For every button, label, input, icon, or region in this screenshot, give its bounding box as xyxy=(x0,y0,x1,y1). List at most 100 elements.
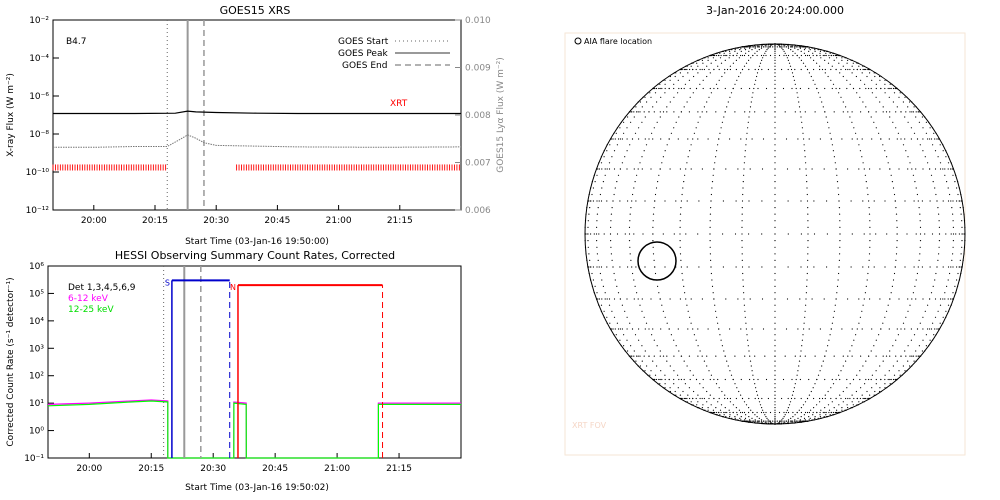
disk-grid-dot xyxy=(712,292,714,294)
disk-grid-dot xyxy=(783,54,785,57)
disk-grid-dot xyxy=(687,138,689,140)
disk-grid-dot xyxy=(686,68,688,71)
disk-grid-dot xyxy=(851,345,853,347)
disk-grid-dot xyxy=(698,266,700,268)
disk-grid-dot xyxy=(800,59,803,62)
disk-grid-dot xyxy=(757,421,759,423)
disk-grid-dot xyxy=(710,404,712,406)
disk-grid-dot xyxy=(592,187,595,189)
disk-grid-dot xyxy=(602,285,605,287)
disk-grid-dot xyxy=(826,266,828,268)
disk-grid-dot xyxy=(927,138,929,140)
disk-grid-dot xyxy=(604,174,606,176)
disk-grid-dot xyxy=(785,54,787,57)
disk-grid-dot xyxy=(636,355,638,357)
disk-grid-dot xyxy=(613,298,616,300)
disk-grid-dot xyxy=(774,96,776,98)
disk-grid-dot xyxy=(654,266,656,268)
disk-grid-dot xyxy=(662,355,665,357)
disk-grid-dot xyxy=(707,59,709,62)
disk-grid-dot xyxy=(875,96,877,98)
disk-grid-dot xyxy=(744,156,746,158)
disk-grid-dot xyxy=(744,111,746,113)
disk-grid-dot xyxy=(715,83,718,85)
disk-grid-dot xyxy=(816,87,818,90)
disk-grid-dot xyxy=(736,54,738,57)
disk-grid-dot xyxy=(805,162,807,164)
disk-grid-dot xyxy=(755,420,757,422)
disk-grid-dot xyxy=(956,266,958,268)
disk-grid-dot xyxy=(674,75,676,78)
disk-grid-dot xyxy=(924,233,926,235)
disk-grid-dot xyxy=(601,298,603,300)
disk-grid-dot xyxy=(873,266,875,268)
disk-grid-dot xyxy=(910,328,913,330)
disk-grid-dot xyxy=(698,200,700,202)
disk-grid-dot xyxy=(875,127,877,129)
disk-grid-dot xyxy=(682,75,684,78)
disk-grid-dot xyxy=(631,266,633,268)
disk-grid-dot xyxy=(689,96,691,98)
disk-grid-dot xyxy=(616,144,619,146)
disk-grid-dot xyxy=(673,83,675,85)
disk-grid-dot xyxy=(751,96,753,98)
disk-grid-dot xyxy=(685,397,687,400)
disk-grid-dot xyxy=(722,233,724,235)
disk-grid-dot xyxy=(938,233,941,235)
disk-grid-dot xyxy=(749,111,751,113)
disk-grid-dot xyxy=(588,266,590,268)
disk-grid-dot xyxy=(799,111,801,113)
disk-grid-dot xyxy=(774,65,776,67)
disk-grid-dot xyxy=(748,350,750,352)
disk-grid-dot xyxy=(787,407,790,409)
disk-grid-dot xyxy=(803,417,806,419)
disk-grid-dot xyxy=(756,416,758,418)
disk-grid-dot xyxy=(739,49,741,51)
goes-ylabel: X-ray Flux (W m⁻²) xyxy=(6,73,16,157)
disk-grid-dot xyxy=(697,72,699,74)
disk-grid-dot xyxy=(714,304,716,306)
disk-grid-dot xyxy=(741,207,743,209)
disk-grid-dot xyxy=(898,96,900,98)
disk-grid-dot xyxy=(743,162,746,164)
disk-grid-dot xyxy=(939,168,942,170)
disk-grid-dot xyxy=(870,378,872,381)
disk-grid-dot xyxy=(799,355,801,357)
disk-grid-dot xyxy=(905,111,907,113)
disk-grid-dot xyxy=(738,390,740,393)
disk-grid-dot xyxy=(606,168,608,170)
disk-grid-dot xyxy=(801,345,803,347)
disk-grid-dot xyxy=(756,72,759,74)
disk-grid-dot xyxy=(748,59,750,62)
disk-grid-dot xyxy=(608,162,611,164)
disk-grid-dot xyxy=(608,298,611,300)
disk-grid-dot xyxy=(716,54,718,57)
disk-grid-dot xyxy=(864,383,866,385)
disk-grid-dot xyxy=(915,116,917,118)
disk-grid-dot xyxy=(761,420,763,422)
disk-grid-dot xyxy=(798,57,800,59)
disk-grid-dot xyxy=(960,253,962,255)
disk-grid-dot xyxy=(922,127,924,129)
disk-grid-dot xyxy=(659,355,661,357)
disk-grid-dot xyxy=(900,111,902,113)
disk-grid-dot xyxy=(630,345,632,347)
disk-grid-dot xyxy=(673,96,675,98)
disk-grid-dot xyxy=(834,162,836,164)
disk-grid-dot xyxy=(633,233,635,235)
disk-grid-dot xyxy=(600,162,603,164)
disk-grid-dot xyxy=(892,87,895,90)
disk-grid-dot xyxy=(949,272,951,275)
disk-grid-dot xyxy=(930,328,933,330)
disk-grid-dot xyxy=(813,200,815,202)
disk-grid-dot xyxy=(678,350,680,352)
disk-grid-dot xyxy=(784,52,786,54)
disk-grid-dot xyxy=(918,345,921,347)
disk-grid-dot xyxy=(963,233,965,235)
disk-grid-dot xyxy=(787,233,789,235)
disk-grid-dot xyxy=(794,47,796,49)
disk-grid-dot xyxy=(616,285,618,287)
disk-grid-dot xyxy=(932,322,934,324)
disk-grid-dot xyxy=(643,111,645,113)
disk-grid-dot xyxy=(644,266,646,268)
